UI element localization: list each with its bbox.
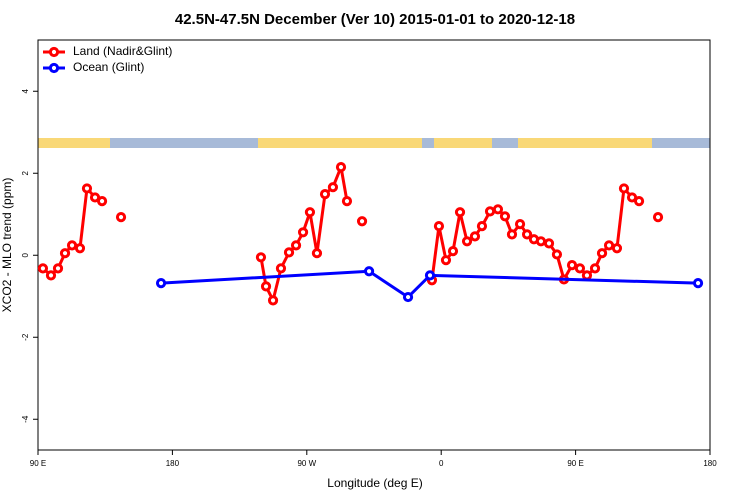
data-point bbox=[618, 183, 630, 194]
legend-label: Land (Nadir&Glint) bbox=[73, 44, 172, 58]
y-tick-label: 4 bbox=[21, 88, 30, 93]
data-point bbox=[335, 162, 347, 173]
data-point bbox=[551, 249, 563, 260]
data-point bbox=[283, 247, 295, 258]
data-point bbox=[589, 263, 601, 274]
chart-title: 42.5N-47.5N December (Ver 10) 2015-01-01… bbox=[175, 11, 575, 28]
data-point bbox=[424, 270, 436, 281]
data-point bbox=[290, 240, 302, 251]
x-tick-label: 90 E bbox=[30, 459, 46, 468]
data-point bbox=[304, 207, 316, 218]
data-point bbox=[506, 229, 518, 240]
data-point bbox=[81, 183, 93, 194]
data-point bbox=[581, 270, 593, 281]
data-point bbox=[37, 263, 49, 274]
surface-strip bbox=[38, 138, 710, 148]
data-point bbox=[611, 243, 623, 254]
data-point bbox=[469, 231, 481, 242]
data-point bbox=[341, 196, 353, 207]
y-axis-label: XCO2 - MLO trend (ppm) bbox=[0, 178, 14, 313]
data-point bbox=[260, 281, 272, 292]
x-axis-label: Longitude (deg E) bbox=[327, 476, 422, 490]
data-point bbox=[535, 236, 547, 247]
data-point bbox=[461, 236, 473, 247]
data-point bbox=[484, 206, 496, 217]
legend-marker bbox=[48, 46, 60, 58]
data-point bbox=[433, 221, 445, 232]
data-point bbox=[652, 212, 664, 223]
data-point bbox=[454, 207, 466, 218]
y-tick-label: 2 bbox=[21, 170, 30, 175]
data-point bbox=[514, 218, 526, 230]
data-point bbox=[155, 278, 167, 289]
data-point bbox=[402, 291, 414, 303]
plot-frame bbox=[37, 39, 711, 451]
y-tick-label: -2 bbox=[21, 333, 30, 341]
x-tick-label: 90 W bbox=[297, 459, 316, 468]
data-point bbox=[74, 243, 86, 254]
data-point bbox=[96, 196, 108, 207]
x-tick-label: 0 bbox=[439, 459, 444, 468]
data-point bbox=[52, 263, 64, 274]
data-point bbox=[521, 229, 533, 240]
data-point bbox=[363, 266, 375, 277]
data-point bbox=[492, 204, 504, 215]
data-point bbox=[692, 278, 704, 289]
data-point bbox=[255, 252, 267, 263]
data-point bbox=[574, 263, 586, 274]
y-tick-label: 0 bbox=[21, 252, 30, 257]
data-point bbox=[115, 212, 127, 223]
legend-marker bbox=[48, 62, 60, 74]
legend-label: Ocean (Glint) bbox=[73, 60, 144, 74]
data-point bbox=[66, 240, 78, 251]
data-point bbox=[603, 240, 615, 251]
x-tick-label: 180 bbox=[703, 459, 717, 468]
data-point bbox=[543, 238, 555, 249]
data-point bbox=[59, 248, 71, 259]
data-point bbox=[327, 182, 339, 193]
data-point bbox=[275, 263, 287, 274]
data-point bbox=[499, 211, 511, 222]
x-tick-label: 90 E bbox=[567, 459, 583, 468]
data-point bbox=[45, 270, 57, 281]
data-point bbox=[356, 216, 368, 227]
data-point bbox=[267, 295, 279, 306]
data-point bbox=[596, 248, 608, 259]
data-point bbox=[476, 221, 488, 232]
data-point bbox=[319, 189, 331, 200]
data-point bbox=[311, 248, 323, 259]
data-point bbox=[440, 255, 452, 266]
x-tick-label: 180 bbox=[166, 459, 180, 468]
data-point bbox=[566, 259, 578, 271]
y-tick-label: -4 bbox=[21, 415, 30, 423]
data-point bbox=[297, 227, 309, 238]
data-point bbox=[633, 196, 645, 207]
data-point bbox=[447, 246, 459, 257]
